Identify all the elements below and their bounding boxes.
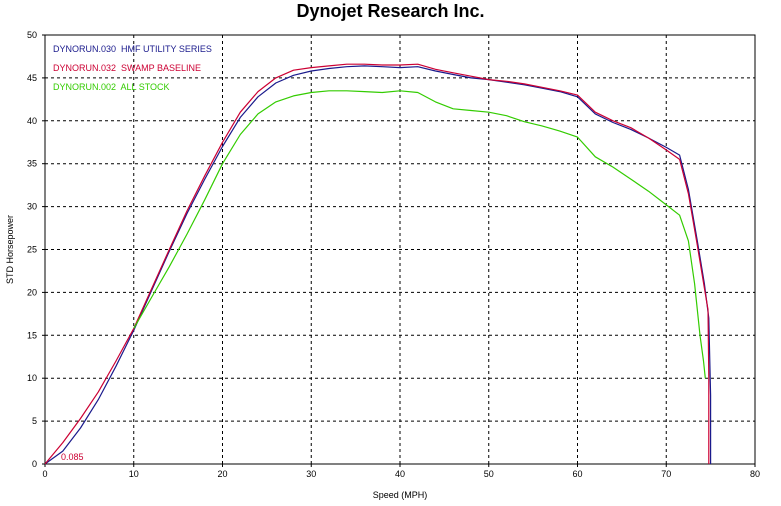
series-line-2 <box>44 63 710 465</box>
x-tick-label: 10 <box>129 469 139 479</box>
x-axis-ticks: 0 10 20 30 40 50 60 70 80 <box>42 464 760 479</box>
x-tick-label: 40 <box>395 469 405 479</box>
x-axis-label: Speed (MPH) <box>373 490 428 500</box>
legend: DYNORUN.030 HMF UTILITY SERIES DYNORUN.03… <box>53 44 212 92</box>
chart-annotation: 0.085 <box>61 452 84 462</box>
series-lines <box>44 63 712 465</box>
y-tick-label: 25 <box>27 245 37 255</box>
grid-lines <box>45 35 755 464</box>
y-tick-label: 5 <box>32 416 37 426</box>
x-tick-label: 20 <box>217 469 227 479</box>
y-axis-label: STD Horsepower <box>5 215 15 284</box>
legend-entry-1: DYNORUN.030 HMF UTILITY SERIES <box>53 44 212 54</box>
y-tick-label: 10 <box>27 373 37 383</box>
legend-entry-3: DYNORUN.002 ALL STOCK <box>53 82 170 92</box>
y-tick-label: 45 <box>27 73 37 83</box>
chart-title: Dynojet Research Inc. <box>296 1 485 21</box>
y-tick-label: 15 <box>27 330 37 340</box>
x-tick-label: 0 <box>42 469 47 479</box>
series-line-3 <box>133 90 706 379</box>
y-tick-label: 50 <box>27 30 37 40</box>
y-tick-label: 35 <box>27 159 37 169</box>
y-tick-label: 0 <box>32 459 37 469</box>
x-tick-label: 30 <box>306 469 316 479</box>
y-tick-label: 20 <box>27 287 37 297</box>
x-tick-label: 70 <box>661 469 671 479</box>
y-tick-label: 40 <box>27 116 37 126</box>
legend-entry-2: DYNORUN.032 SWAMP BASELINE <box>53 63 201 73</box>
y-tick-label: 30 <box>27 202 37 212</box>
series-line-1 <box>44 65 712 465</box>
x-tick-label: 60 <box>572 469 582 479</box>
x-tick-label: 50 <box>484 469 494 479</box>
y-axis-ticks: 0 5 10 15 20 25 30 35 40 45 50 <box>27 30 45 469</box>
x-tick-label: 80 <box>750 469 760 479</box>
